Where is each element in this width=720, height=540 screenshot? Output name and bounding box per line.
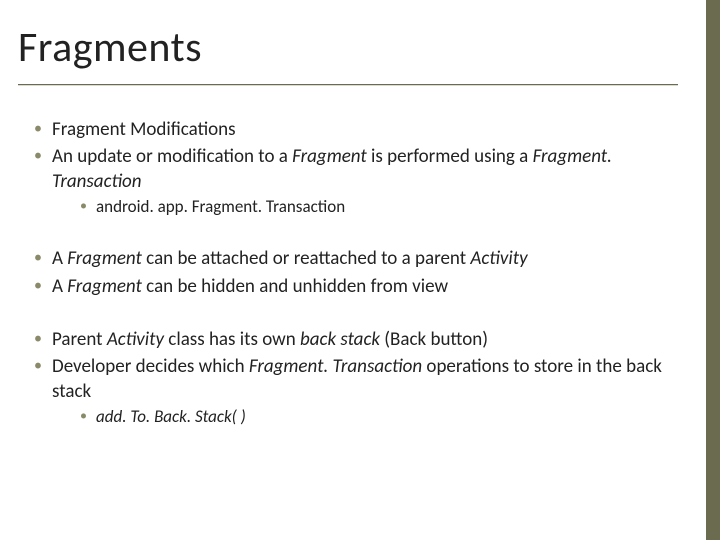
list-item: Fragment Modifications <box>30 118 680 142</box>
sub-list-item: android. app. Fragment. Transaction <box>78 196 680 218</box>
list-item-text: add. To. Back. Stack( ) <box>96 406 246 427</box>
list-item: An update or modification to a Fragment … <box>30 145 680 218</box>
block-gap <box>30 302 680 328</box>
list-item: A Fragment can be hidden and unhidden fr… <box>30 275 680 299</box>
block-gap <box>30 221 680 247</box>
sub-list: android. app. Fragment. Transaction <box>52 196 680 218</box>
list-item: Developer decides which Fragment. Transa… <box>30 355 680 428</box>
list-item: Parent Activity class has its own back s… <box>30 328 680 352</box>
bullet-block: Parent Activity class has its own back s… <box>30 328 680 428</box>
slide-body: Fragment Modifications An update or modif… <box>30 118 680 431</box>
bullet-block: Fragment Modifications An update or modif… <box>30 118 680 218</box>
slide: Fragments Fragment Modifications An updat… <box>0 0 720 540</box>
sub-list: add. To. Back. Stack( ) <box>52 406 680 428</box>
list-item-text: A Fragment can be attached or reattached… <box>52 247 528 270</box>
bullet-block: A Fragment can be attached or reattached… <box>30 247 680 299</box>
list-item-text: Parent Activity class has its own back s… <box>52 328 488 351</box>
sub-list-item: add. To. Back. Stack( ) <box>78 406 680 428</box>
list-item-text: An update or modification to a Fragment … <box>52 145 612 192</box>
title-underline <box>18 84 678 85</box>
list-item-text: Developer decides which Fragment. Transa… <box>52 355 662 402</box>
accent-bar <box>706 0 720 540</box>
list-item-text: android. app. Fragment. Transaction <box>96 196 345 217</box>
list-item: A Fragment can be attached or reattached… <box>30 247 680 271</box>
list-item-text: Fragment Modifications <box>52 118 236 141</box>
slide-title: Fragments <box>18 22 202 73</box>
list-item-text: A Fragment can be hidden and unhidden fr… <box>52 275 448 298</box>
